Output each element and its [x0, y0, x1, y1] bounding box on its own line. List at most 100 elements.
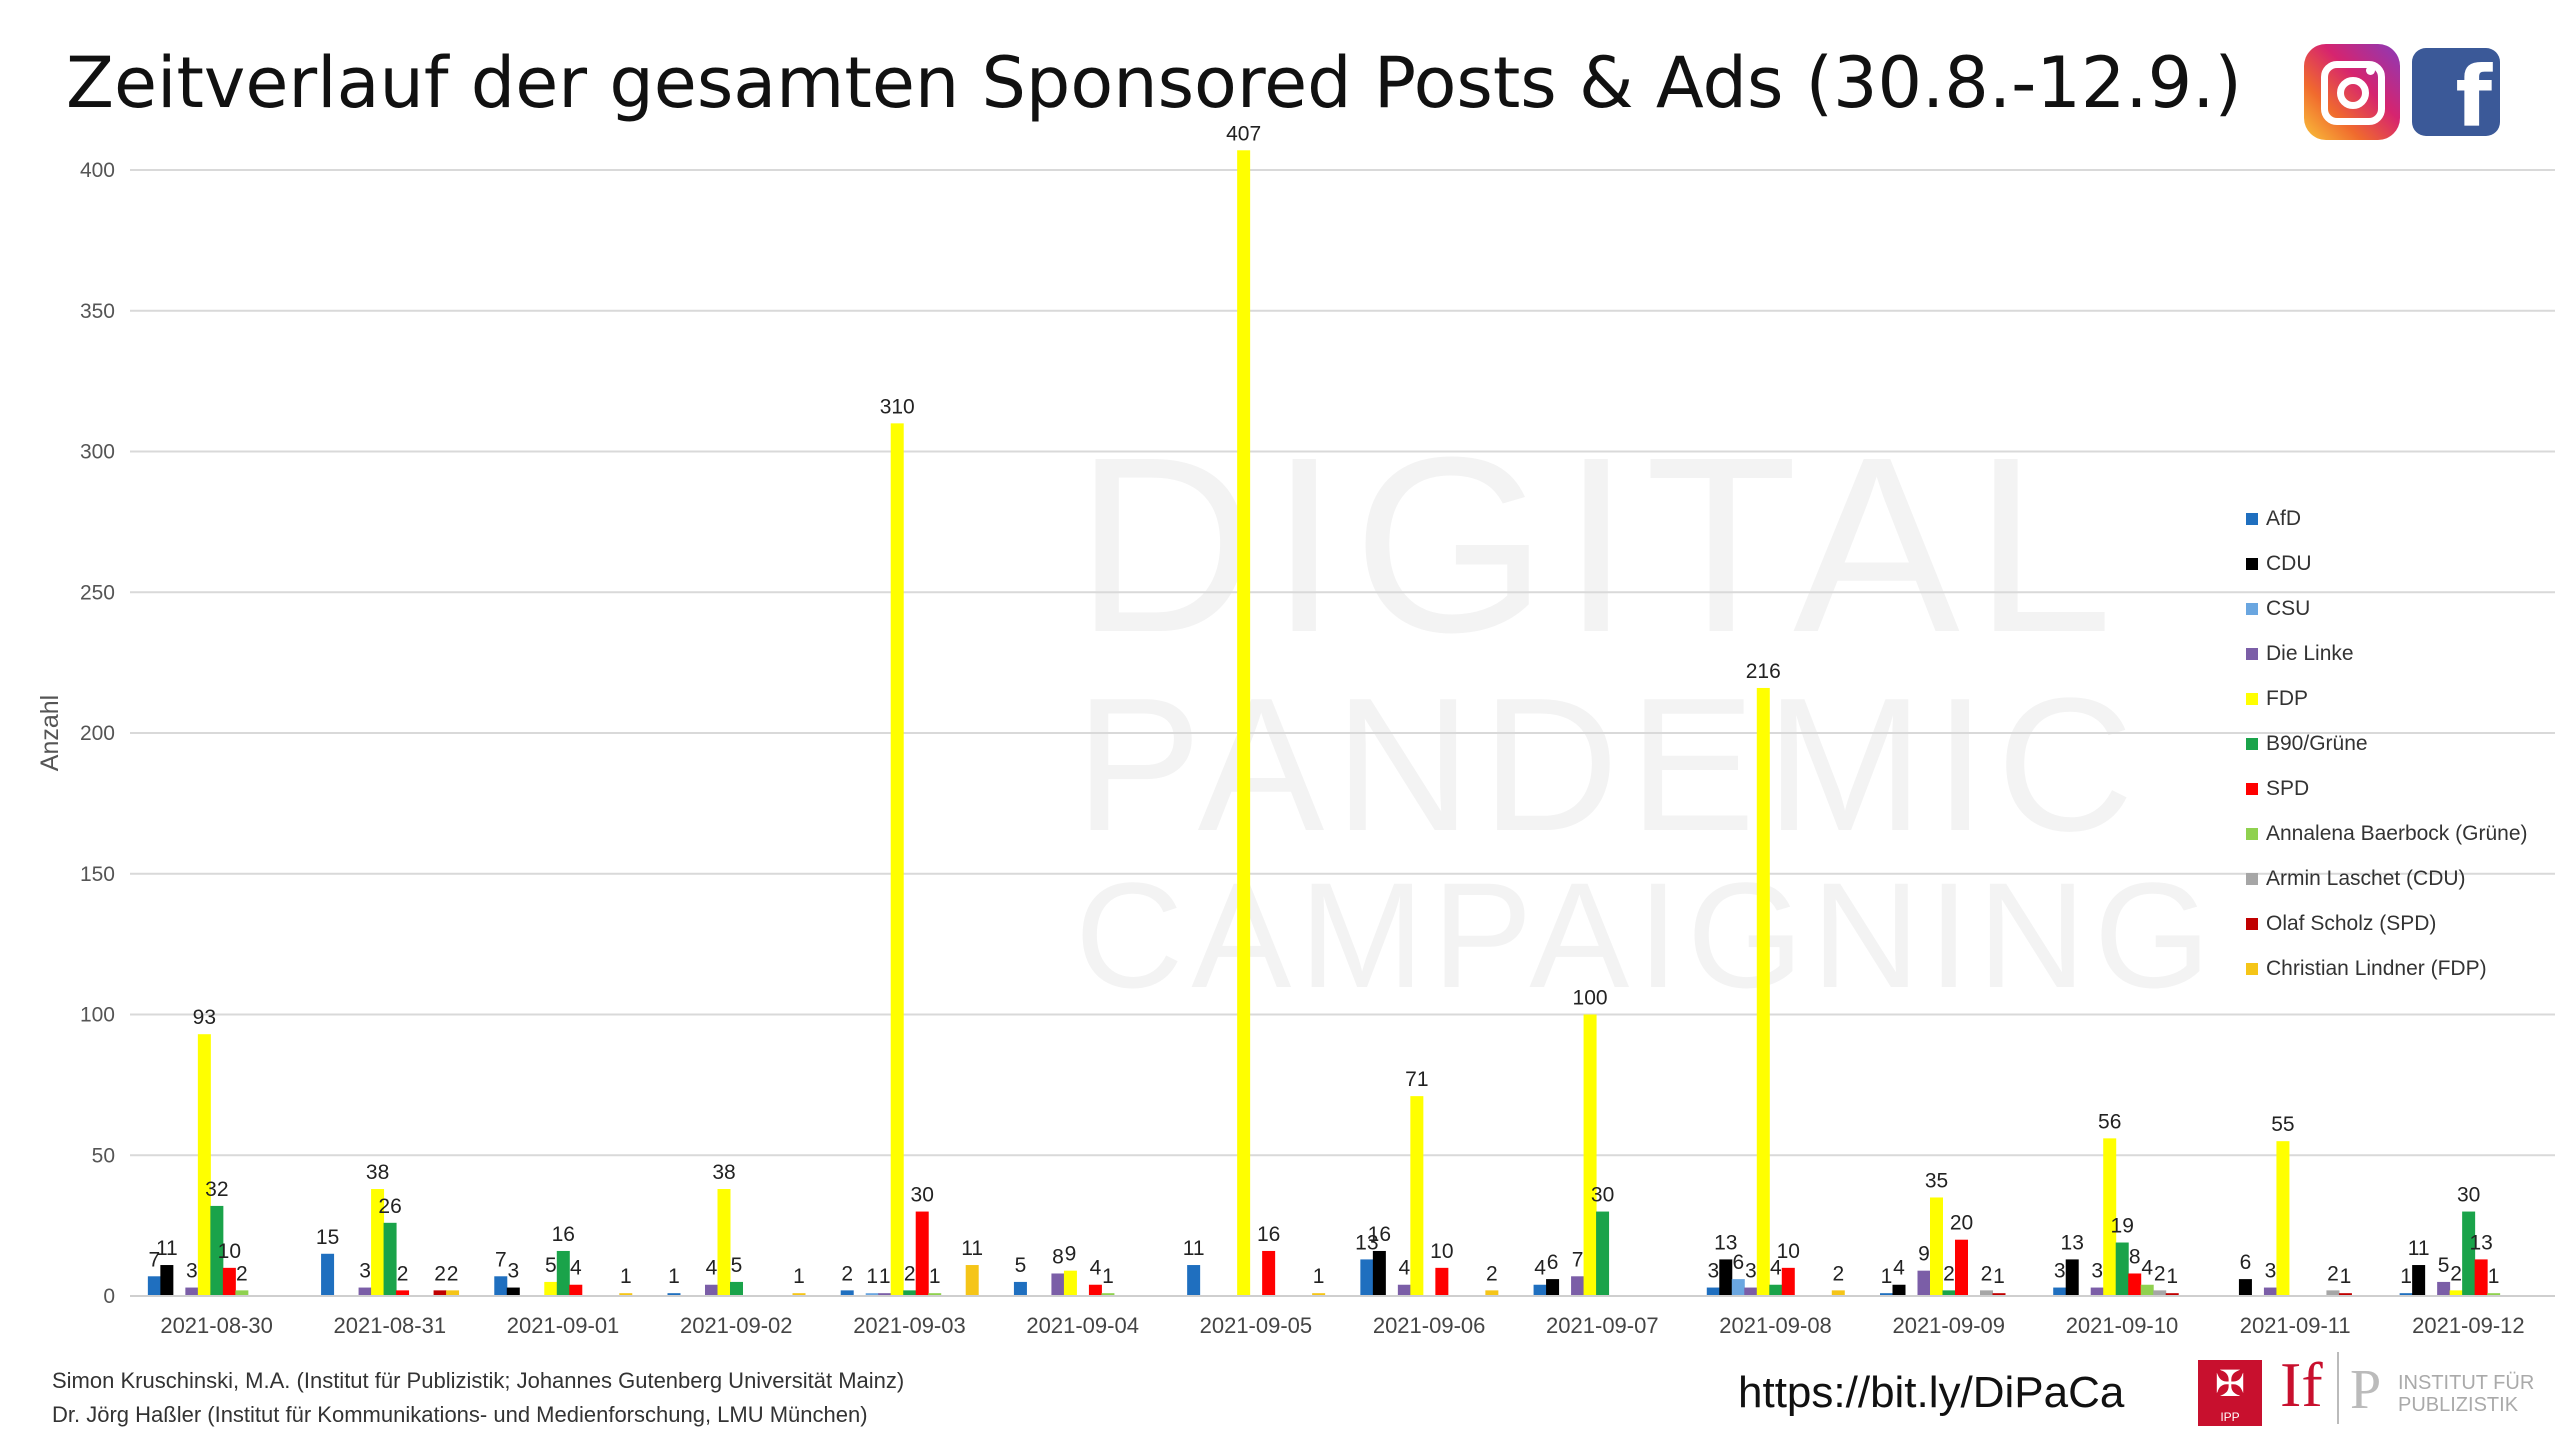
- data-label: 16: [1368, 1223, 1391, 1246]
- data-label: 30: [2457, 1184, 2480, 1207]
- bar: [544, 1281, 558, 1296]
- bar: [915, 1211, 929, 1296]
- data-label: 3: [2054, 1260, 2066, 1283]
- legend-swatch: [2246, 782, 2258, 795]
- data-label: 38: [366, 1161, 389, 1184]
- bar: [160, 1265, 174, 1296]
- legend-item: Armin Laschet (CDU): [2246, 856, 2528, 901]
- bar: [2090, 1287, 2104, 1296]
- legend-label: FDP: [2266, 686, 2308, 710]
- data-label: 30: [911, 1184, 934, 1207]
- bar: [433, 1290, 447, 1296]
- bar: [1013, 1281, 1027, 1296]
- data-label: 6: [1732, 1251, 1744, 1274]
- social-icons: f: [2304, 44, 2500, 140]
- y-tick-label: 50: [92, 1144, 115, 1167]
- bar: [1596, 1211, 1610, 1296]
- bar: [1583, 1014, 1597, 1296]
- bar: [222, 1267, 236, 1296]
- data-label: 15: [316, 1226, 339, 1249]
- bar: [903, 1290, 917, 1296]
- data-label: 6: [2240, 1251, 2252, 1274]
- data-label: 35: [1925, 1169, 1948, 1192]
- bar: [878, 1293, 892, 1296]
- data-label: 11: [2408, 1237, 2430, 1260]
- bar: [1187, 1265, 1201, 1296]
- data-label: 7: [1572, 1248, 1584, 1271]
- data-label: 2: [397, 1262, 409, 1285]
- data-label: 16: [552, 1223, 575, 1246]
- legend-item: Annalena Baerbock (Grüne): [2246, 811, 2528, 856]
- data-label: 216: [1746, 660, 1781, 683]
- x-tick-label: 2021-09-03: [853, 1313, 966, 1338]
- footer-url-link[interactable]: https://bit.ly/DiPaCa: [1738, 1368, 2125, 1417]
- ipp-logo-label: IPP: [2220, 1410, 2240, 1424]
- data-label: 4: [1893, 1257, 1905, 1280]
- data-label: 5: [731, 1254, 743, 1277]
- legend-swatch: [2246, 737, 2258, 750]
- footer-author-2: Dr. Jörg Haßler (Institut für Kommunikat…: [52, 1402, 868, 1427]
- legend-label: Armin Laschet (CDU): [2266, 866, 2466, 890]
- data-label: 3: [2265, 1260, 2277, 1283]
- bar: [1051, 1273, 1065, 1296]
- data-label: 10: [218, 1240, 241, 1263]
- bar: [2474, 1259, 2488, 1296]
- bar: [1769, 1284, 1783, 1296]
- data-label: 2: [1486, 1262, 1498, 1285]
- y-tick-label: 250: [80, 581, 115, 604]
- bar: [2128, 1273, 2142, 1296]
- bar: [1397, 1284, 1411, 1296]
- data-label: 13: [2469, 1231, 2492, 1254]
- x-tick-label: 2021-09-10: [2066, 1313, 2179, 1338]
- legend-label: AfD: [2266, 506, 2302, 530]
- data-label: 2: [236, 1262, 248, 1285]
- data-label: 93: [193, 1006, 216, 1029]
- bar: [1731, 1279, 1745, 1296]
- footer-authors: Simon Kruschinski, M.A. (Institut für Pu…: [52, 1364, 904, 1432]
- bar: [1360, 1259, 1374, 1296]
- legend-label: CSU: [2266, 596, 2311, 620]
- data-label: 13: [2061, 1231, 2084, 1254]
- data-label: 4: [1090, 1257, 1102, 1280]
- bar: [446, 1290, 460, 1296]
- ifp-logo-text-1: INSTITUT FÜR: [2398, 1372, 2535, 1394]
- bar: [1706, 1287, 1720, 1296]
- bar: [1917, 1270, 1931, 1296]
- bar: [1571, 1276, 1585, 1296]
- data-label: 6: [1547, 1251, 1559, 1274]
- legend-item: B90/Grüne: [2246, 721, 2528, 766]
- bar: [2153, 1290, 2167, 1296]
- data-label: 8: [2129, 1245, 2141, 1268]
- bar: [965, 1265, 979, 1296]
- legend-swatch: [2246, 872, 2258, 885]
- bar: [1892, 1284, 1906, 1296]
- ifp-logo-if: If: [2280, 1349, 2323, 1420]
- data-label: 1: [2400, 1265, 2412, 1288]
- bar: [928, 1293, 942, 1296]
- ipp-logo: ✠ IPP: [2198, 1360, 2262, 1426]
- bar: [358, 1287, 372, 1296]
- bar: [2437, 1281, 2451, 1296]
- data-label: 310: [880, 395, 915, 418]
- x-tick-label: 2021-09-05: [1200, 1313, 1313, 1338]
- data-label: 71: [1405, 1068, 1428, 1091]
- legend-label: B90/Grüne: [2266, 731, 2368, 755]
- bar: [1756, 687, 1770, 1296]
- bar: [840, 1290, 854, 1296]
- footer-author-1: Simon Kruschinski, M.A. (Institut für Pu…: [52, 1368, 905, 1393]
- ifp-logo-divider: [2337, 1352, 2339, 1424]
- bar: [890, 423, 904, 1297]
- data-label: 13: [1355, 1231, 1378, 1254]
- bar: [321, 1253, 335, 1296]
- data-label: 2: [1832, 1262, 1844, 1285]
- bar: [1485, 1290, 1499, 1296]
- legend-swatch: [2246, 962, 2258, 975]
- data-label: 2: [2327, 1262, 2339, 1285]
- bar: [210, 1205, 224, 1296]
- data-label: 7: [495, 1248, 507, 1271]
- data-label: 1: [2340, 1265, 2352, 1288]
- data-label: 3: [1707, 1260, 1719, 1283]
- bar: [730, 1281, 743, 1296]
- ifp-logo-p: P: [2350, 1359, 2382, 1421]
- legend-item: Olaf Scholz (SPD): [2246, 901, 2528, 946]
